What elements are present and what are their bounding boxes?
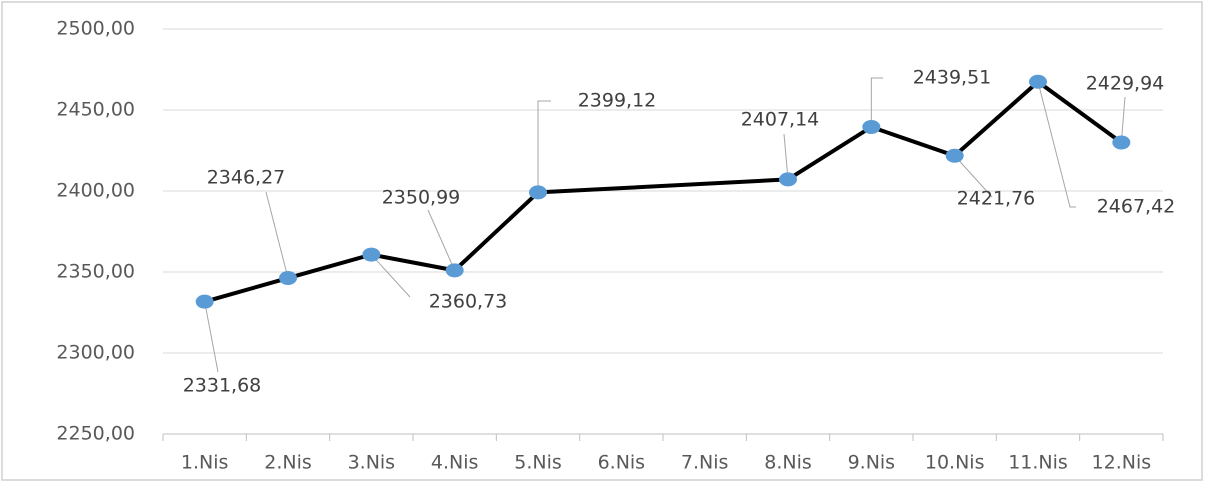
leader-line bbox=[537, 100, 551, 193]
leader-line bbox=[954, 155, 993, 198]
x-tick-label: 11.Nis bbox=[1008, 452, 1068, 474]
line-segment bbox=[1036, 79, 1124, 145]
x-tick-label: 5.Nis bbox=[514, 452, 562, 474]
line-segment bbox=[869, 124, 957, 158]
data-label: 2399,12 bbox=[578, 90, 657, 112]
point-marker bbox=[1029, 74, 1047, 89]
data-label: 2439,51 bbox=[913, 67, 992, 89]
y-tick-label: 2300,00 bbox=[56, 342, 135, 364]
data-label: 2350,99 bbox=[382, 187, 461, 209]
line-segment bbox=[786, 124, 874, 182]
line-segment bbox=[452, 190, 540, 273]
leader-line bbox=[1120, 96, 1126, 143]
point-marker bbox=[362, 247, 381, 262]
point-marker bbox=[945, 148, 964, 163]
data-label: 2467,42 bbox=[1097, 196, 1176, 218]
line-segment bbox=[952, 79, 1040, 158]
data-label: 2407,14 bbox=[741, 109, 820, 131]
leader-line bbox=[783, 133, 789, 180]
line-segment bbox=[536, 177, 790, 195]
y-tick-label: 2500,00 bbox=[56, 18, 135, 40]
point-marker bbox=[529, 185, 547, 200]
x-tick-label: 2.Nis bbox=[264, 452, 312, 474]
data-label: 2429,94 bbox=[1086, 73, 1165, 95]
y-tick-label: 2250,00 bbox=[56, 423, 135, 445]
point-marker bbox=[445, 263, 464, 278]
data-label: 2346,27 bbox=[207, 167, 286, 189]
x-tick-label: 10.Nis bbox=[925, 452, 985, 474]
point-marker bbox=[195, 294, 214, 309]
x-tick-label: 3.Nis bbox=[348, 452, 396, 474]
data-label: 2331,68 bbox=[183, 375, 262, 397]
data-label: 2360,73 bbox=[429, 291, 508, 313]
point-marker bbox=[1112, 135, 1131, 150]
y-tick-label: 2450,00 bbox=[56, 99, 135, 121]
point-marker bbox=[279, 271, 297, 286]
point-marker bbox=[779, 172, 797, 187]
x-tick-label: 6.Nis bbox=[598, 452, 646, 474]
leader-line bbox=[870, 77, 883, 127]
line-segment bbox=[286, 252, 374, 281]
leader-line bbox=[427, 209, 456, 271]
leader-line bbox=[1037, 81, 1076, 208]
line-segment bbox=[202, 276, 290, 304]
leader-line bbox=[265, 191, 289, 279]
point-marker bbox=[862, 119, 881, 134]
leader-line bbox=[370, 254, 411, 298]
x-tick-label: 7.Nis bbox=[681, 452, 729, 474]
x-tick-label: 4.Nis bbox=[431, 452, 479, 474]
line-segment bbox=[369, 252, 457, 273]
y-tick-label: 2350,00 bbox=[56, 261, 135, 283]
y-tick-label: 2400,00 bbox=[56, 180, 135, 202]
x-tick-label: 12.Nis bbox=[1092, 452, 1152, 474]
leader-line bbox=[204, 301, 219, 373]
x-tick-label: 9.Nis bbox=[848, 452, 896, 474]
x-tick-label: 8.Nis bbox=[764, 452, 812, 474]
x-tick-label: 1.Nis bbox=[181, 452, 229, 474]
data-label: 2421,76 bbox=[957, 188, 1036, 210]
